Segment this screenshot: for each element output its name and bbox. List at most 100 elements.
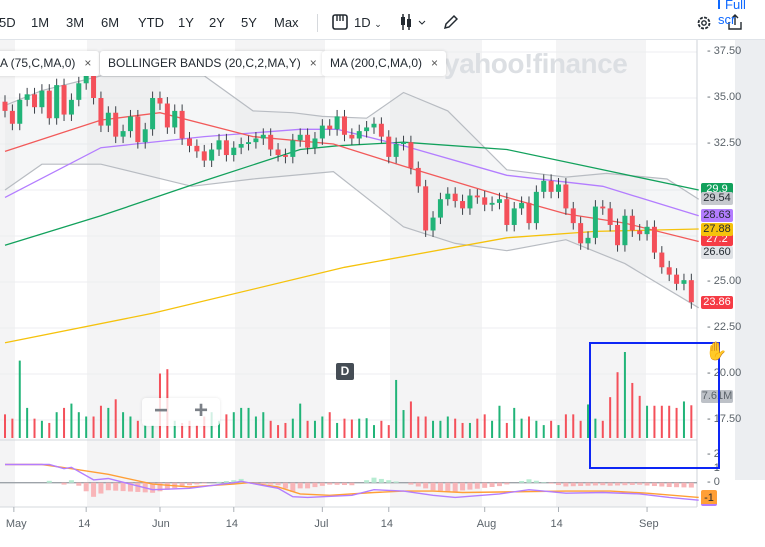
candlestick-icon[interactable]: [400, 13, 430, 34]
macd-histogram-bar: [533, 480, 539, 483]
interval-select[interactable]: 1D ⌄: [354, 15, 382, 30]
candle: [401, 142, 407, 144]
range-1y[interactable]: 1Y: [178, 15, 194, 30]
zoom-out-button[interactable]: −: [153, 397, 168, 424]
macd-histogram-bar: [113, 482, 119, 491]
volume-bar: [144, 425, 147, 438]
volume-bar: [26, 407, 29, 438]
range-3m[interactable]: 3M: [66, 15, 85, 30]
candle: [437, 199, 443, 218]
range-max[interactable]: Max: [274, 15, 299, 30]
volume-bar: [646, 405, 649, 438]
volume-bar: [63, 407, 66, 438]
range-1m[interactable]: 1M: [31, 15, 50, 30]
close-icon[interactable]: ×: [431, 56, 439, 70]
gear-icon[interactable]: [696, 15, 712, 34]
macd-histogram-bar: [268, 482, 274, 485]
macd-histogram-bar: [622, 482, 628, 486]
range-5y[interactable]: 5Y: [241, 15, 257, 30]
candle: [445, 193, 451, 200]
macd-histogram-bar: [105, 482, 111, 491]
volume-bar: [623, 352, 626, 438]
range-ytd[interactable]: YTD: [138, 15, 164, 30]
volume-bar: [542, 425, 545, 438]
dividend-marker[interactable]: D: [336, 363, 354, 380]
volume-bar: [682, 401, 685, 438]
macd-histogram-bar: [467, 482, 473, 490]
zoom-in-button[interactable]: +: [193, 397, 208, 424]
volume-bar: [631, 382, 634, 438]
range-6m[interactable]: 6M: [101, 15, 120, 30]
macd-histogram-bar: [430, 482, 436, 491]
volume-bar: [269, 420, 272, 438]
candle: [268, 134, 274, 150]
candle: [496, 199, 502, 203]
draw-icon[interactable]: [442, 14, 459, 33]
macd-histogram-bar: [519, 480, 525, 483]
volume-bar: [18, 360, 21, 438]
candle: [504, 199, 510, 225]
candle: [127, 116, 133, 132]
date-tick-label: 14: [78, 518, 91, 530]
legend-chip-bollinger[interactable]: BOLLINGER BANDS (20,C,2,MA,Y) ×: [100, 51, 325, 76]
macd-histogram-bar: [556, 482, 561, 486]
candle: [452, 193, 458, 202]
legend-chip-label: MA (200,C,MA,0): [330, 56, 423, 70]
date-tick-label: 14: [550, 518, 563, 530]
volume-bar: [498, 405, 501, 438]
legend-chip-ma200[interactable]: MA (200,C,MA,0) ×: [322, 51, 447, 76]
macd-histogram-bar: [592, 482, 598, 486]
macd-tick-label: - 0: [707, 475, 720, 488]
candle: [349, 134, 355, 139]
macd-histogram-bar: [600, 482, 606, 486]
ma200-badge: 27.88: [701, 222, 733, 236]
candle: [371, 123, 377, 128]
candle: [415, 167, 421, 187]
volume-bar: [587, 404, 590, 438]
candle: [533, 191, 539, 224]
volume-bar: [107, 407, 110, 438]
calendar-icon[interactable]: [332, 14, 348, 33]
price-chart[interactable]: [0, 40, 765, 547]
close-icon[interactable]: ×: [309, 56, 317, 70]
candle: [223, 140, 229, 156]
candle: [253, 138, 259, 143]
volume-bar: [380, 420, 383, 438]
volume-bar: [313, 420, 316, 438]
volume-bar: [225, 414, 228, 438]
share-icon[interactable]: [727, 13, 743, 34]
legend-chip-label: A (75,C,MA,0): [0, 56, 76, 70]
range-2y[interactable]: 2Y: [209, 15, 225, 30]
volume-bar: [527, 416, 530, 438]
candle: [408, 142, 414, 168]
volume-bar: [129, 416, 132, 438]
candle: [216, 140, 222, 150]
range-5d[interactable]: 5D: [0, 15, 16, 30]
candle: [98, 98, 104, 126]
volume-bar: [409, 401, 412, 438]
candle: [172, 110, 178, 128]
volume-bar: [328, 412, 331, 438]
candle: [637, 230, 643, 235]
volume-bar: [240, 407, 243, 438]
candle: [460, 201, 466, 209]
macd-histogram-bar: [393, 481, 399, 483]
chevron-down-icon: ⌄: [374, 19, 382, 29]
volume-bar: [579, 420, 582, 438]
close-icon[interactable]: ×: [84, 56, 92, 70]
full-screen-link[interactable]: Full scr: [718, 0, 765, 27]
price-tick-label: - 25.00: [707, 275, 742, 287]
legend-chip-ma75[interactable]: A (75,C,MA,0) ×: [0, 51, 100, 76]
macd-histogram-bar: [423, 482, 429, 489]
macd-histogram-bar: [364, 480, 370, 483]
macd-histogram-bar: [629, 482, 635, 485]
candle: [644, 226, 650, 235]
macd-histogram-bar: [452, 482, 458, 493]
candle: [150, 98, 156, 130]
volume-bar: [446, 416, 449, 438]
volume-bar: [136, 420, 139, 438]
macd-histogram-bar: [83, 482, 89, 492]
candle: [209, 149, 215, 161]
candle: [378, 123, 384, 137]
volume-bar: [491, 420, 494, 438]
